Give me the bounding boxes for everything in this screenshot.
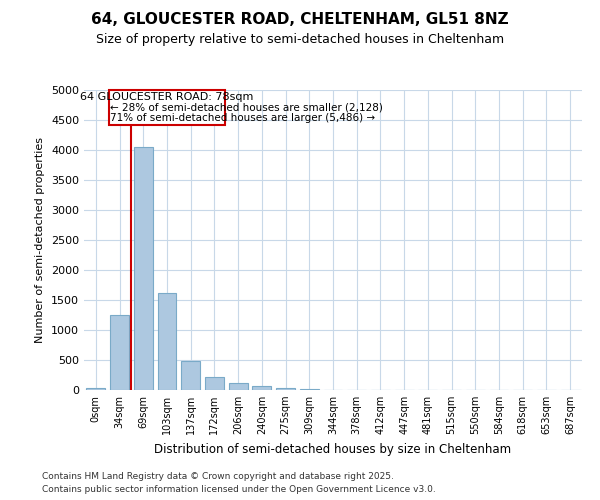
Text: Contains public sector information licensed under the Open Government Licence v3: Contains public sector information licen… — [42, 485, 436, 494]
Y-axis label: Number of semi-detached properties: Number of semi-detached properties — [35, 137, 46, 343]
Bar — [86, 388, 106, 390]
Bar — [300, 389, 319, 390]
Text: Contains HM Land Registry data © Crown copyright and database right 2025.: Contains HM Land Registry data © Crown c… — [42, 472, 394, 481]
Bar — [205, 377, 224, 390]
Text: 64 GLOUCESTER ROAD: 78sqm: 64 GLOUCESTER ROAD: 78sqm — [80, 92, 254, 102]
Text: Size of property relative to semi-detached houses in Cheltenham: Size of property relative to semi-detach… — [96, 32, 504, 46]
Text: ← 28% of semi-detached houses are smaller (2,128): ← 28% of semi-detached houses are smalle… — [110, 102, 383, 113]
Bar — [158, 292, 176, 390]
Bar — [229, 383, 248, 390]
Bar — [181, 361, 200, 390]
Text: 64, GLOUCESTER ROAD, CHELTENHAM, GL51 8NZ: 64, GLOUCESTER ROAD, CHELTENHAM, GL51 8N… — [91, 12, 509, 28]
Bar — [134, 147, 153, 390]
Bar — [110, 315, 129, 390]
Bar — [253, 386, 271, 390]
X-axis label: Distribution of semi-detached houses by size in Cheltenham: Distribution of semi-detached houses by … — [154, 442, 512, 456]
FancyBboxPatch shape — [109, 90, 225, 125]
Bar — [276, 388, 295, 390]
Text: 71% of semi-detached houses are larger (5,486) →: 71% of semi-detached houses are larger (… — [110, 114, 375, 124]
